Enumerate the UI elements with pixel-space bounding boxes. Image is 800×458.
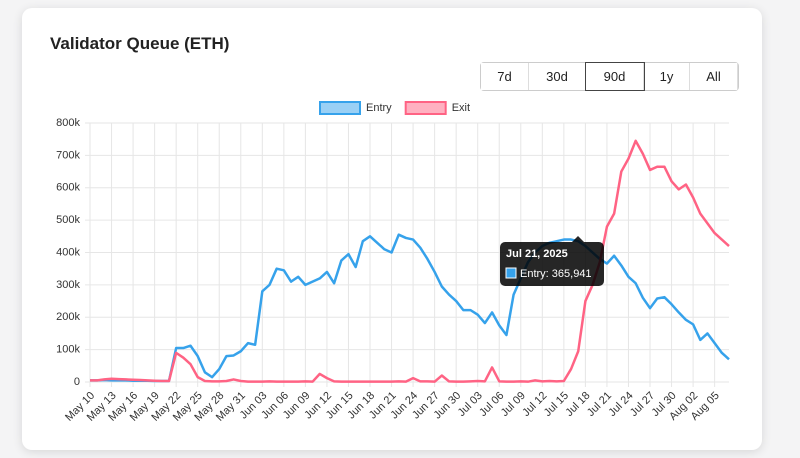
range-button[interactable]: 1y xyxy=(644,63,690,90)
y-tick-label: 500k xyxy=(56,214,80,226)
legend-label: Exit xyxy=(452,102,470,114)
y-tick-label: 700k xyxy=(56,149,80,161)
y-tick-label: 0 xyxy=(74,376,80,388)
tooltip-label: Entry: 365,941 xyxy=(520,268,592,280)
legend-label: Entry xyxy=(366,102,392,114)
range-button[interactable]: 30d xyxy=(529,63,586,90)
tooltip xyxy=(500,242,604,286)
range-button[interactable]: All xyxy=(690,63,738,90)
y-tick-label: 300k xyxy=(56,279,80,291)
tooltip-swatch xyxy=(505,267,517,279)
range-button[interactable]: 7d xyxy=(481,63,529,90)
tooltip-caret xyxy=(572,236,584,242)
chart-title: Validator Queue (ETH) xyxy=(50,34,230,53)
y-tick-label: 800k xyxy=(56,117,80,129)
tooltip-title: Jul 21, 2025 xyxy=(506,248,568,260)
series-line xyxy=(90,139,730,383)
y-tick-label: 200k xyxy=(56,311,80,323)
series-line xyxy=(90,233,730,383)
legend-swatch xyxy=(319,101,361,115)
range-button[interactable]: 90d xyxy=(585,62,645,91)
y-tick-label: 600k xyxy=(56,182,80,194)
y-tick-label: 100k xyxy=(56,344,80,356)
range-buttons: 7d 30d 90d 1y All xyxy=(480,62,739,91)
y-tick-label: 400k xyxy=(56,246,80,258)
legend-swatch xyxy=(404,101,447,115)
